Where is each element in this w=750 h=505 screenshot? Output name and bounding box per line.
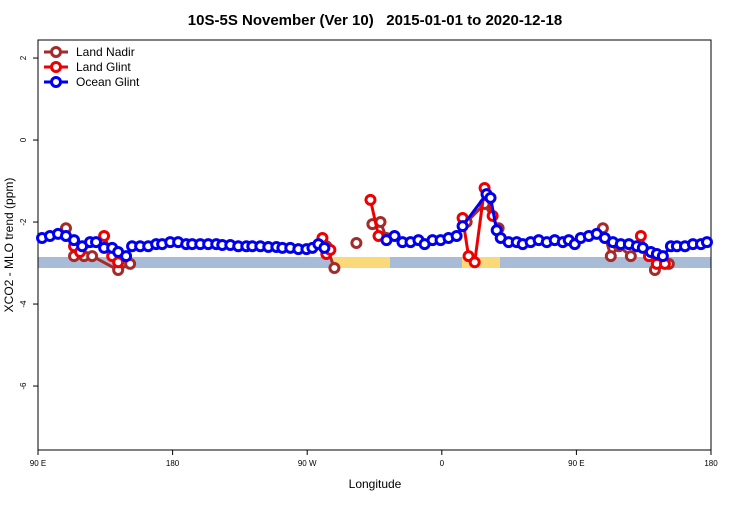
data-point	[98, 229, 111, 242]
data-point	[634, 229, 647, 242]
data-point	[90, 236, 103, 249]
data-point	[700, 236, 713, 249]
land-band	[462, 257, 500, 268]
data-point	[484, 191, 497, 204]
legend-label: Ocean Glint	[76, 75, 140, 89]
land-mask-band	[38, 257, 711, 268]
data-point	[604, 250, 617, 263]
y-tick-label: 0	[19, 137, 28, 142]
x-tick-label: 0	[440, 459, 445, 468]
y-tick-label: -6	[19, 382, 28, 390]
data-point	[450, 229, 463, 242]
data-point	[656, 250, 669, 263]
data-point	[318, 241, 331, 254]
x-tick-label: 90 E	[568, 459, 584, 468]
land-band	[332, 257, 390, 268]
data-point	[120, 250, 133, 263]
legend-label: Land Nadir	[76, 45, 135, 59]
y-axis-label: XCO2 - MLO trend (ppm)	[2, 178, 16, 313]
data-point	[456, 220, 469, 233]
x-tick-label: 180	[166, 459, 180, 468]
data-point	[624, 250, 637, 263]
x-tick-label: 90 W	[298, 459, 317, 468]
legend-marker	[50, 61, 62, 73]
y-tick-label: -4	[19, 300, 28, 308]
data-point	[86, 250, 99, 263]
legend-marker	[50, 46, 62, 58]
data-point	[364, 193, 377, 206]
data-point	[388, 229, 401, 242]
x-tick-label: 90 E	[30, 459, 46, 468]
legend-label: Land Glint	[76, 60, 131, 74]
x-axis-label: Longitude	[349, 477, 402, 491]
x-tick-label: 180	[704, 459, 718, 468]
chart-title: 10S-5S November (Ver 10) 2015-01-01 to 2…	[188, 12, 562, 29]
legend-marker	[50, 76, 62, 88]
data-point	[328, 261, 341, 274]
data-point	[350, 236, 363, 249]
data-point	[68, 234, 81, 247]
data-point	[468, 256, 481, 269]
plot-area	[36, 182, 713, 277]
y-tick-label: -2	[19, 218, 28, 226]
y-tick-label: 2	[19, 55, 28, 60]
